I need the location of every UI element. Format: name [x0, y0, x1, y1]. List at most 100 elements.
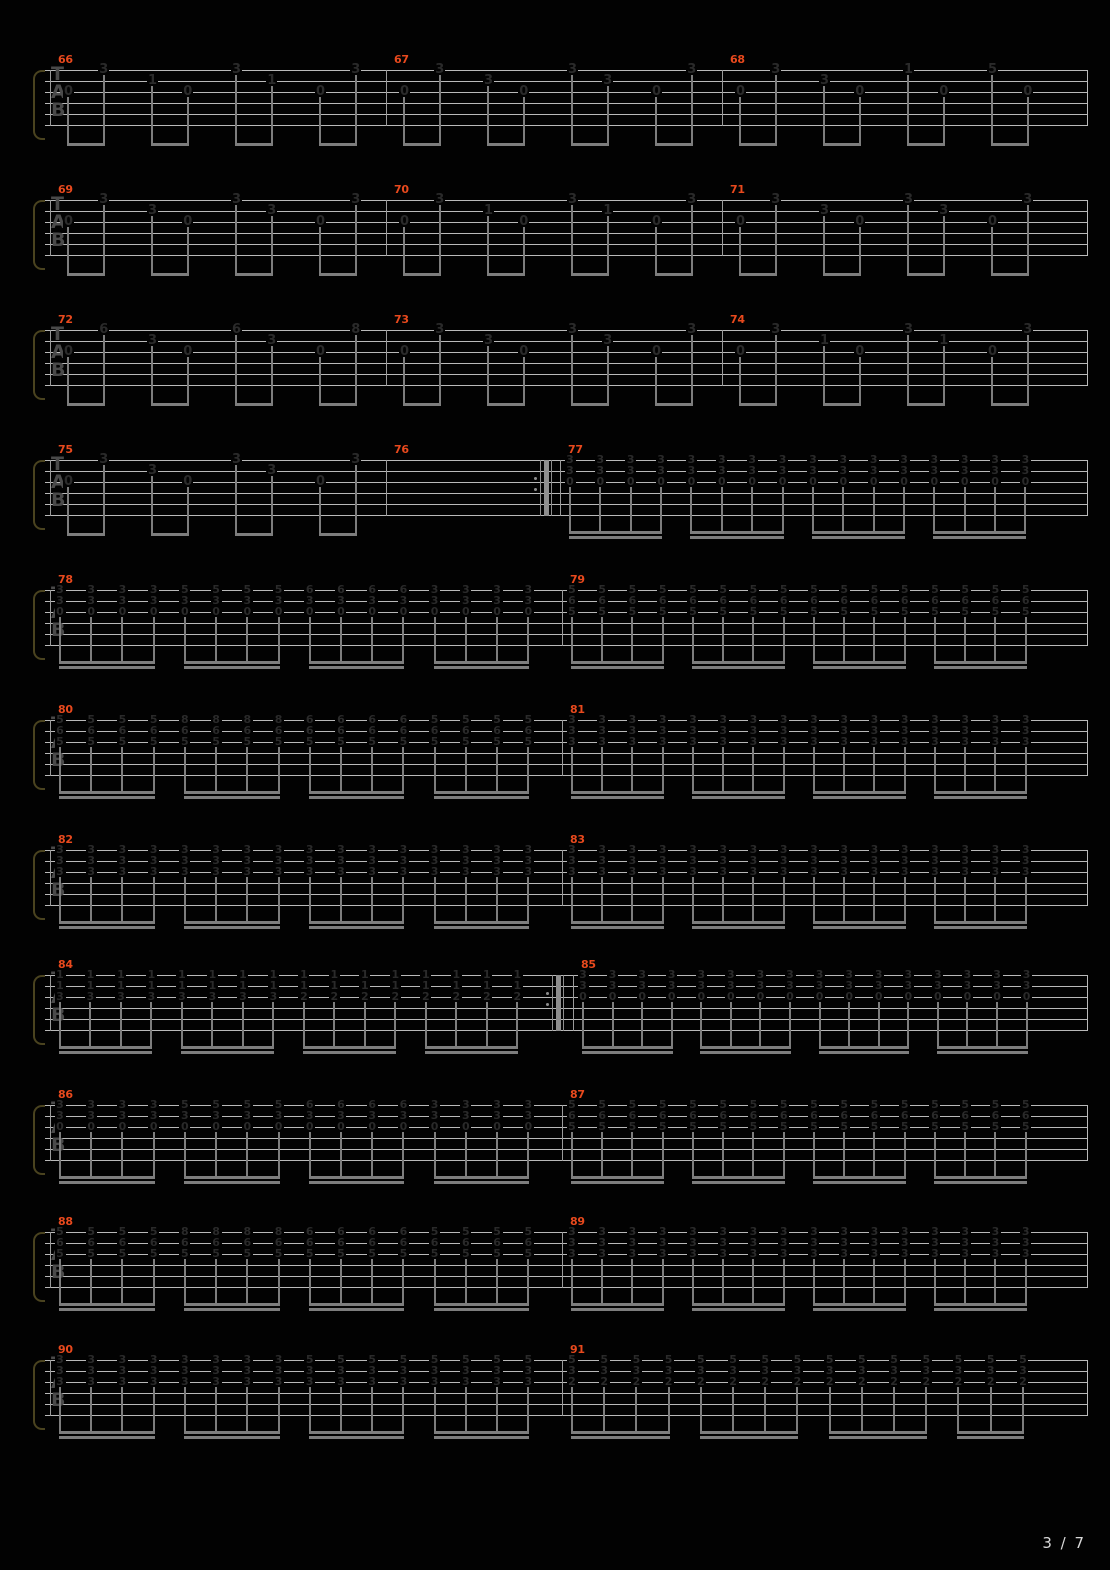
- note-beam: [433, 666, 530, 669]
- tab-note: 6: [337, 583, 345, 596]
- measure-number: 78: [58, 573, 73, 586]
- note-stem: [496, 1132, 499, 1176]
- tab-note: 3: [900, 713, 909, 726]
- tab-note: 3: [598, 735, 607, 748]
- tab-note: 3: [1021, 453, 1030, 466]
- note-beam: [690, 536, 784, 539]
- tab-note: 6: [493, 724, 501, 737]
- tab-note: 5: [430, 1247, 439, 1260]
- tab-note: 3: [149, 865, 158, 878]
- tab-note: 0: [727, 990, 735, 1003]
- tab-staff: TAB7833033033033053053053053063063063063…: [45, 573, 1088, 669]
- tab-note: 0: [315, 344, 325, 359]
- note-beam: [433, 1436, 530, 1439]
- note-stem: [942, 97, 945, 143]
- note-beam: [235, 273, 273, 276]
- tab-note: 3: [99, 452, 109, 467]
- tab-note: 1: [422, 968, 430, 981]
- tab-note: 1: [513, 968, 522, 981]
- note-stem: [402, 1132, 405, 1176]
- note-stem: [903, 877, 906, 921]
- measure-number: 69: [58, 183, 73, 196]
- tab-note: 3: [149, 1353, 158, 1366]
- note-beam: [183, 1176, 280, 1179]
- tab-staff: T A B 66 0 3 1 0 3 1 0 3 67 0 3 3 0 3 3 0 3 68 0 3 3 0 1 0 5 0: [45, 53, 1088, 146]
- note-stem: [752, 1132, 755, 1176]
- note-stem: [302, 1002, 305, 1046]
- note-beam: [308, 921, 405, 924]
- tab-note: 5: [840, 605, 849, 618]
- note-beam: [59, 1308, 155, 1311]
- tab-note: 2: [858, 1375, 866, 1388]
- tab-note: 6: [337, 1225, 345, 1238]
- note-stem: [1024, 1259, 1027, 1303]
- tab-note: 0: [430, 605, 439, 618]
- tab-note: 6: [568, 594, 576, 607]
- note-stem: [722, 1259, 725, 1303]
- barline: [562, 590, 563, 646]
- note-stem: [989, 1387, 992, 1431]
- tab-note: 5: [779, 583, 788, 596]
- tab-note: 3: [658, 1247, 667, 1260]
- staff-line: [45, 493, 1088, 494]
- note-stem: [121, 877, 124, 921]
- tab-note: 1: [483, 203, 493, 218]
- note-beam: [907, 143, 945, 146]
- tab-note: 5: [598, 1098, 607, 1111]
- tab-note: 3: [658, 865, 667, 878]
- tab-note: 6: [524, 1236, 533, 1249]
- tab-note: 3: [305, 1375, 314, 1388]
- note-beam: [403, 273, 441, 276]
- note-stem: [690, 335, 693, 403]
- note-stem: [631, 747, 634, 791]
- note-stem: [903, 1132, 906, 1176]
- tab-note: 3: [598, 713, 607, 726]
- tab-note: 1: [300, 968, 308, 981]
- measure-number: 84: [58, 958, 73, 971]
- tab-note: 6: [337, 713, 345, 726]
- note-stem: [363, 1002, 366, 1046]
- tab-note: 3: [524, 1364, 533, 1377]
- tab-note: 3: [961, 724, 969, 737]
- tab-note: 3: [493, 583, 501, 596]
- note-beam: [433, 1308, 530, 1311]
- tab-note: 0: [368, 1120, 377, 1133]
- tab-note: 3: [778, 464, 787, 477]
- tab-note: 1: [56, 979, 64, 992]
- tab-note: 3: [628, 724, 637, 737]
- tab-note: 3: [117, 990, 125, 1003]
- note-stem: [527, 617, 530, 661]
- measure-number: 89: [570, 1215, 585, 1228]
- note-stem: [527, 1132, 530, 1176]
- tab-note: 2: [600, 1375, 609, 1388]
- note-beam: [571, 143, 609, 146]
- tab-note: 0: [815, 990, 824, 1003]
- tab-note: 0: [963, 990, 972, 1003]
- tab-note: 0: [118, 1120, 127, 1133]
- tab-note: 3: [810, 865, 818, 878]
- tab-note: 0: [337, 1120, 345, 1133]
- tab-clef-letter: B: [51, 99, 66, 121]
- staff-line: [45, 1138, 1088, 1139]
- tab-note: 3: [1022, 968, 1031, 981]
- note-stem: [215, 877, 218, 921]
- note-beam: [571, 1431, 670, 1434]
- tab-note: 3: [779, 1236, 788, 1249]
- tab-note: 0: [930, 475, 939, 488]
- tab-note: 3: [598, 1225, 607, 1238]
- final-barline: [1087, 1232, 1088, 1288]
- note-stem: [90, 1259, 93, 1303]
- tab-note: 6: [305, 1225, 314, 1238]
- note-stem: [601, 747, 604, 791]
- note-beam: [812, 661, 906, 664]
- tab-note: 0: [274, 605, 283, 618]
- tab-note: 3: [598, 854, 607, 867]
- tab-note: 3: [931, 1225, 939, 1238]
- measure-number: 86: [58, 1088, 73, 1101]
- tab-note: 3: [657, 464, 665, 477]
- tab-note: 5: [749, 605, 758, 618]
- tab-note: 3: [87, 1364, 96, 1377]
- tab-note: 2: [513, 990, 522, 1003]
- tab-note: 3: [1021, 854, 1030, 867]
